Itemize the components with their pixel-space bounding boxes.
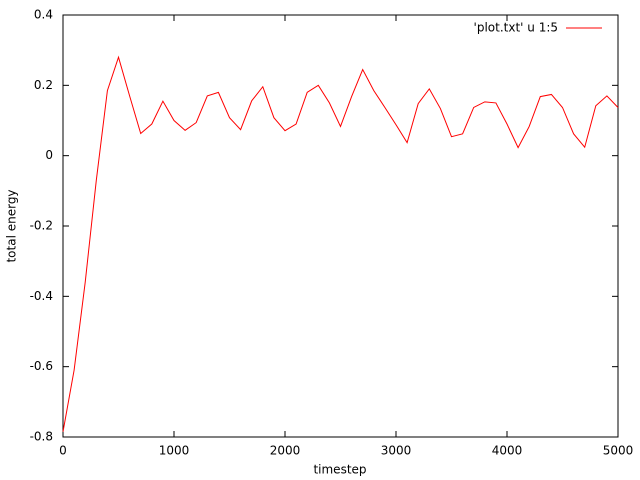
y-tick-label: -0.8: [30, 430, 53, 444]
y-tick-label: 0.4: [34, 8, 53, 22]
x-tick-label: 1000: [159, 444, 190, 458]
x-axis-label: timestep: [313, 463, 366, 477]
x-tick-label: 5000: [603, 444, 634, 458]
y-tick-label: -0.2: [30, 219, 53, 233]
y-tick-label: 0: [45, 148, 53, 162]
x-tick-label: 2000: [270, 444, 301, 458]
plot-frame: [62, 14, 619, 438]
y-tick-label: 0.2: [34, 78, 53, 92]
x-tick-label: 0: [59, 444, 67, 458]
x-tick-label: 3000: [381, 444, 412, 458]
data-line: [62, 55, 619, 432]
y-tick-label: -0.6: [30, 359, 53, 373]
x-tick-label: 4000: [492, 444, 523, 458]
y-tick-label: -0.4: [30, 289, 53, 303]
y-axis-label: total energy: [5, 189, 19, 262]
legend-label: 'plot.txt' u 1:5: [474, 21, 558, 35]
